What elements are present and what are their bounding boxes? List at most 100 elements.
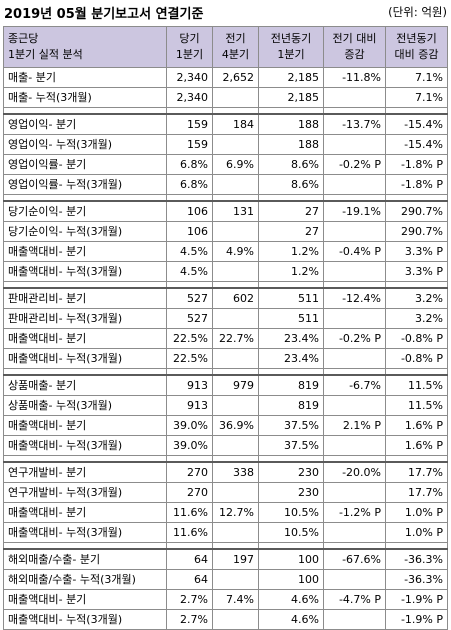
group-separator bbox=[3, 281, 448, 288]
table-cell: 270 bbox=[166, 482, 213, 503]
row-label: 매출액대비- 분기 bbox=[3, 589, 167, 610]
table-cell bbox=[323, 435, 386, 456]
table-row: 매출액대비- 누적(3개월) 39.0% 37.5% 1.6% P bbox=[3, 435, 448, 456]
table-cell: -0.8% P bbox=[385, 328, 448, 349]
table-cell: 4.6% bbox=[258, 589, 324, 610]
table-cell: 3.2% bbox=[385, 308, 448, 329]
table-row: 매출액대비- 분기 2.7% 7.4% 4.6% -4.7% P -1.9% P bbox=[3, 589, 448, 610]
table-cell bbox=[323, 221, 386, 242]
group-separator bbox=[3, 107, 448, 114]
table-cell: 1.6% P bbox=[385, 435, 448, 456]
table-cell: 4.6% bbox=[258, 609, 324, 630]
table-cell: 10.5% bbox=[258, 522, 324, 543]
table-cell: 1.2% bbox=[258, 261, 324, 282]
table-cell: 11.5% bbox=[385, 395, 448, 416]
table-cell bbox=[323, 174, 386, 195]
table-cell: 1.0% P bbox=[385, 522, 448, 543]
group-separator bbox=[3, 194, 448, 201]
row-label: 매출액대비- 분기 bbox=[3, 241, 167, 262]
table-cell: 3.3% P bbox=[385, 241, 448, 262]
table-row: 영업이익률- 분기 6.8% 6.9% 8.6% -0.2% P -1.8% P bbox=[3, 154, 448, 175]
table-cell: 2.7% bbox=[166, 609, 213, 630]
table-cell: 602 bbox=[212, 287, 259, 309]
report-page: 2019년 05월 분기보고서 연결기준 (단위: 억원) 종근당 1분기 실적 … bbox=[3, 5, 448, 630]
column-header: 당기 1분기 bbox=[166, 26, 213, 68]
table-cell bbox=[212, 261, 259, 282]
column-header-line: 전기 bbox=[225, 32, 246, 45]
table-cell: -67.6% bbox=[323, 548, 386, 570]
table-row: 매출액대비- 분기 22.5% 22.7% 23.4% -0.2% P -0.8% P bbox=[3, 328, 448, 349]
separator-cell bbox=[385, 542, 448, 549]
table-cell: -19.1% bbox=[323, 200, 386, 222]
group-separator bbox=[3, 542, 448, 549]
table-cell: 6.8% bbox=[166, 174, 213, 195]
table-cell: 106 bbox=[166, 200, 213, 222]
table-cell: 11.6% bbox=[166, 502, 213, 523]
table-cell: 4.5% bbox=[166, 241, 213, 262]
row-label: 해외매출/수출- 분기 bbox=[3, 548, 167, 570]
table-cell: 188 bbox=[258, 113, 324, 135]
table-cell bbox=[323, 522, 386, 543]
earnings-table: 종근당 1분기 실적 분석 당기 1분기 전기 4분기 전년동기 1분기 전기 대비 증감 전년동기… bbox=[3, 26, 448, 630]
table-cell: 159 bbox=[166, 113, 213, 135]
row-label: 매출액대비- 분기 bbox=[3, 328, 167, 349]
table-row: 영업이익- 분기 159 184 188 -13.7% -15.4% bbox=[3, 113, 448, 135]
table-row: 당기순이익- 분기 106 131 27 -19.1% 290.7% bbox=[3, 200, 448, 222]
table-row: 상품매출- 분기 913 979 819 -6.7% 11.5% bbox=[3, 374, 448, 396]
table-cell: 22.5% bbox=[166, 348, 213, 369]
table-cell: 23.4% bbox=[258, 348, 324, 369]
table-cell bbox=[323, 569, 386, 590]
table-cell: 11.6% bbox=[166, 522, 213, 543]
table-cell: 8.6% bbox=[258, 174, 324, 195]
column-header-line: 전기 대비 bbox=[332, 32, 377, 45]
table-cell bbox=[323, 395, 386, 416]
row-label: 해외매출/수출- 누적(3개월) bbox=[3, 569, 167, 590]
table-row: 매출액대비- 분기 4.5% 4.9% 1.2% -0.4% P 3.3% P bbox=[3, 241, 448, 262]
table-cell: -1.8% P bbox=[385, 174, 448, 195]
table-cell bbox=[323, 87, 386, 108]
table-cell bbox=[323, 261, 386, 282]
table-cell: 39.0% bbox=[166, 415, 213, 436]
table-cell: 3.2% bbox=[385, 287, 448, 309]
column-header-line: 1분기 bbox=[277, 48, 305, 61]
table-cell: 6.9% bbox=[212, 154, 259, 175]
table-cell: -0.2% P bbox=[323, 328, 386, 349]
table-cell: 2,340 bbox=[166, 87, 213, 108]
table-cell: 8.6% bbox=[258, 154, 324, 175]
table-cell: -13.7% bbox=[323, 113, 386, 135]
table-cell bbox=[212, 522, 259, 543]
table-cell bbox=[323, 609, 386, 630]
table-cell: 290.7% bbox=[385, 200, 448, 222]
table-cell bbox=[323, 134, 386, 155]
column-header: 전년동기 1분기 bbox=[258, 26, 324, 68]
row-label: 매출액대비- 누적(3개월) bbox=[3, 609, 167, 630]
table-cell: 2.1% P bbox=[323, 415, 386, 436]
table-cell: 36.9% bbox=[212, 415, 259, 436]
header-row: 종근당 1분기 실적 분석 당기 1분기 전기 4분기 전년동기 1분기 전기 대비 증감 전년동기… bbox=[3, 26, 448, 68]
table-row: 매출- 분기 2,340 2,652 2,185 -11.8% 7.1% bbox=[3, 67, 448, 88]
table-cell: 64 bbox=[166, 548, 213, 570]
table-cell: 11.5% bbox=[385, 374, 448, 396]
table-cell: 511 bbox=[258, 287, 324, 309]
table-cell: 106 bbox=[166, 221, 213, 242]
table-cell: 819 bbox=[258, 374, 324, 396]
table-cell: 1.6% P bbox=[385, 415, 448, 436]
table-cell: -11.8% bbox=[323, 67, 386, 88]
table-cell bbox=[212, 569, 259, 590]
table-cell: 230 bbox=[258, 461, 324, 483]
table-cell: 7.1% bbox=[385, 87, 448, 108]
table-cell: 913 bbox=[166, 395, 213, 416]
separator-cell bbox=[385, 455, 448, 462]
table-cell: 2,340 bbox=[166, 67, 213, 88]
table-cell: -20.0% bbox=[323, 461, 386, 483]
table-cell bbox=[212, 348, 259, 369]
table-cell: 22.7% bbox=[212, 328, 259, 349]
row-label: 판매관리비- 누적(3개월) bbox=[3, 308, 167, 329]
table-cell bbox=[212, 308, 259, 329]
row-label: 매출액대비- 누적(3개월) bbox=[3, 435, 167, 456]
table-cell bbox=[323, 482, 386, 503]
table-row: 해외매출/수출- 분기 64 197 100 -67.6% -36.3% bbox=[3, 548, 448, 570]
table-cell: -36.3% bbox=[385, 569, 448, 590]
table-cell: 230 bbox=[258, 482, 324, 503]
table-row: 매출- 누적(3개월) 2,340 2,185 7.1% bbox=[3, 87, 448, 108]
